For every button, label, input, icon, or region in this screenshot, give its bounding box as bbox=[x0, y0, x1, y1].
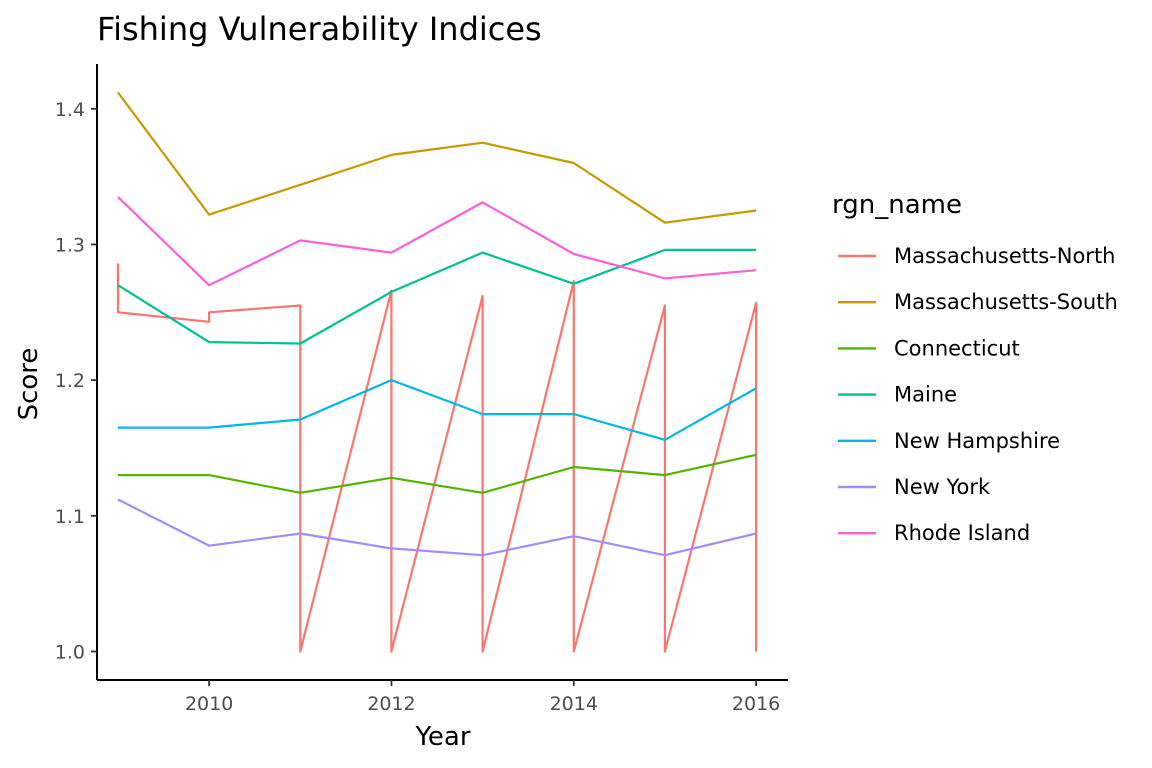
y-tick-label: 1.0 bbox=[55, 642, 85, 664]
series-line-rhode-island bbox=[117, 196, 757, 287]
y-tick-label: 1.4 bbox=[55, 99, 85, 121]
series-line-connecticut bbox=[118, 453, 757, 494]
y-axis-title: Score bbox=[14, 348, 44, 421]
legend-label-connecticut: Connecticut bbox=[894, 336, 1020, 360]
series-line-massachusetts-south bbox=[117, 91, 757, 224]
x-tick-label: 2010 bbox=[185, 693, 233, 715]
series-line-maine bbox=[117, 248, 757, 345]
legend-label-massachusetts-north: Massachusetts-North bbox=[894, 244, 1115, 268]
x-tick-label: 2016 bbox=[732, 693, 780, 715]
y-tick-label: 1.2 bbox=[55, 370, 85, 392]
legend-label-massachusetts-south: Massachusetts-South bbox=[894, 290, 1118, 314]
series-line-new-york bbox=[117, 498, 757, 557]
x-axis-title: Year bbox=[414, 722, 470, 752]
x-tick-label: 2014 bbox=[550, 693, 598, 715]
legend-label-rhode-island: Rhode Island bbox=[894, 521, 1030, 545]
legend-title: rgn_name bbox=[832, 190, 962, 220]
series-layer bbox=[116, 91, 758, 653]
legend-label-new-york: New York bbox=[894, 475, 991, 499]
series-line-new-hampshire bbox=[118, 379, 757, 441]
y-tick-label: 1.1 bbox=[55, 506, 85, 528]
x-tick-label: 2012 bbox=[367, 693, 415, 715]
y-axis-ticks: 1.0 1.1 1.2 1.3 1.4 bbox=[55, 99, 97, 664]
legend-label-maine: Maine bbox=[894, 383, 957, 407]
series-line-massachusetts-north bbox=[116, 263, 758, 653]
legend-items: Massachusetts-North Massachusetts-South Co… bbox=[838, 244, 1118, 545]
legend-label-new-hampshire: New Hampshire bbox=[894, 429, 1060, 453]
legend: rgn_name Massachusetts-NorthMassachusett… bbox=[832, 190, 1118, 545]
y-tick-label: 1.3 bbox=[55, 234, 85, 256]
chart-title: Fishing Vulnerability Indices bbox=[97, 10, 542, 48]
x-axis-ticks: 2010 2012 2014 2016 bbox=[185, 680, 780, 715]
